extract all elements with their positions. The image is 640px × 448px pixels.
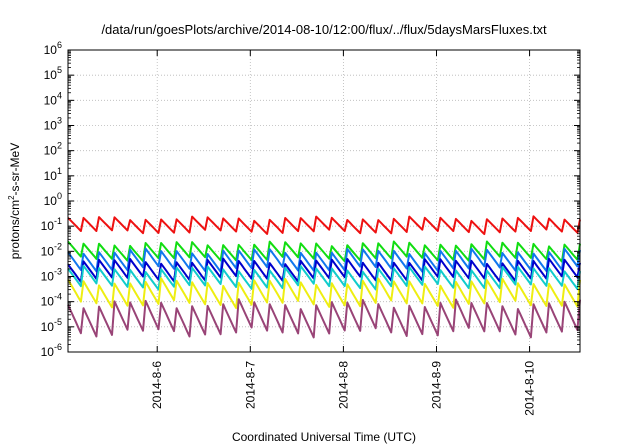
y-tick-label-exponent: -4	[54, 292, 62, 302]
series-line-7	[67, 298, 581, 339]
chart-title: /data/run/goesPlots/archive/2014-08-10/1…	[101, 22, 547, 37]
y-tick-label: 10-5	[41, 317, 62, 334]
series-line-3	[67, 247, 581, 273]
y-tick-label-base: 10	[44, 43, 58, 57]
y-tick-label: 103	[44, 116, 62, 133]
y-axis-label: protons/cm2-s-sr-MeV	[7, 143, 22, 259]
y-tick-label-base: 10	[44, 194, 58, 208]
y-tick-label: 102	[44, 141, 62, 158]
y-tick-label: 10-4	[41, 292, 62, 309]
series-line-6	[67, 277, 581, 309]
x-tick-label: 2014-8-9	[429, 361, 443, 409]
y-tick-label-base: 10	[41, 345, 55, 359]
y-tick-label: 105	[44, 65, 62, 82]
y-tick-label-exponent: 1	[57, 166, 62, 176]
y-tick-label: 10-3	[41, 267, 62, 284]
y-tick-label-base: 10	[44, 93, 58, 107]
y-axis-label-main: protons/cm	[8, 200, 22, 259]
y-tick-label-base: 10	[41, 270, 55, 284]
y-tick-label-exponent: 2	[57, 141, 62, 151]
y-tick-label-exponent: 5	[57, 65, 62, 75]
y-tick-label: 104	[44, 90, 62, 107]
y-tick-label: 10-2	[41, 241, 62, 258]
y-tick-label-exponent: -1	[54, 216, 62, 226]
y-tick-label: 101	[44, 166, 62, 183]
y-tick-label-base: 10	[41, 219, 55, 233]
y-tick-label-base: 10	[44, 144, 58, 158]
y-tick-label: 10-6	[41, 342, 62, 359]
x-tick-label: 2014-8-10	[523, 361, 537, 416]
x-axis-label: Coordinated Universal Time (UTC)	[232, 430, 416, 444]
series-line-4	[67, 257, 581, 283]
y-tick-label: 106	[44, 40, 62, 57]
y-tick-label-base: 10	[44, 169, 58, 183]
y-tick-label-exponent: -3	[54, 267, 62, 277]
y-tick-label-base: 10	[44, 119, 58, 133]
y-axis-label-unit: -s-sr-MeV	[8, 143, 22, 196]
y-tick-label-exponent: -5	[54, 317, 62, 327]
series-line-2	[67, 240, 581, 263]
y-tick-label-base: 10	[41, 244, 55, 258]
y-tick-label-base: 10	[44, 68, 58, 82]
y-tick-label-exponent: -6	[54, 342, 62, 352]
x-tick-label: 2014-8-6	[150, 361, 164, 409]
x-tick-label: 2014-8-7	[243, 361, 257, 409]
y-tick-label-exponent: 4	[57, 90, 62, 100]
x-axis: 2014-8-6 2014-8-7 2014-8-8 2014-8-9 2014-8-1…	[150, 50, 537, 416]
y-tick-label-exponent: 0	[57, 191, 62, 201]
y-tick-label-exponent: 3	[57, 116, 62, 126]
y-tick-label-base: 10	[41, 295, 55, 309]
y-tick-label-exponent: -2	[54, 241, 62, 251]
series-line-5	[67, 264, 581, 291]
x-tick-label: 2014-8-8	[336, 361, 350, 409]
series-line-1	[67, 215, 581, 236]
y-tick-label-exponent: 6	[57, 40, 62, 50]
y-tick-label: 10-1	[41, 216, 62, 233]
y-axis: 10-610-510-410-310-210-11001011021031041…	[41, 40, 580, 359]
y-tick-label-base: 10	[41, 320, 55, 334]
y-axis-label-superscript: 2	[7, 195, 16, 200]
y-tick-label: 100	[44, 191, 62, 208]
series-layer	[67, 215, 581, 339]
